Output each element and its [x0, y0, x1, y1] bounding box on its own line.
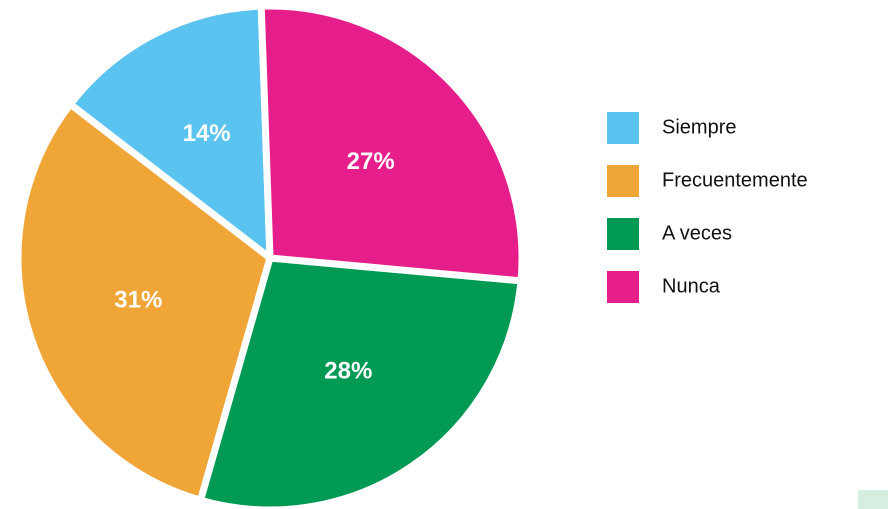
pie-slice	[66, 2, 274, 262]
pie-slice	[257, 2, 526, 285]
data-label: 28%	[324, 358, 372, 385]
legend-swatch	[607, 218, 639, 250]
legend-swatch	[607, 112, 639, 144]
legend-label: Frecuentemente	[662, 169, 808, 191]
legend-label: Siempre	[662, 116, 736, 138]
data-label: 14%	[183, 120, 231, 147]
legend-swatch	[607, 271, 639, 303]
data-label: 27%	[347, 148, 395, 175]
pie-slice	[14, 100, 274, 504]
decoration	[858, 490, 888, 509]
data-label: 31%	[114, 287, 162, 314]
legend-swatch	[607, 165, 639, 197]
legend-label: Nunca	[662, 275, 721, 297]
legend-label: A veces	[662, 222, 732, 244]
pie-slice	[197, 254, 525, 509]
